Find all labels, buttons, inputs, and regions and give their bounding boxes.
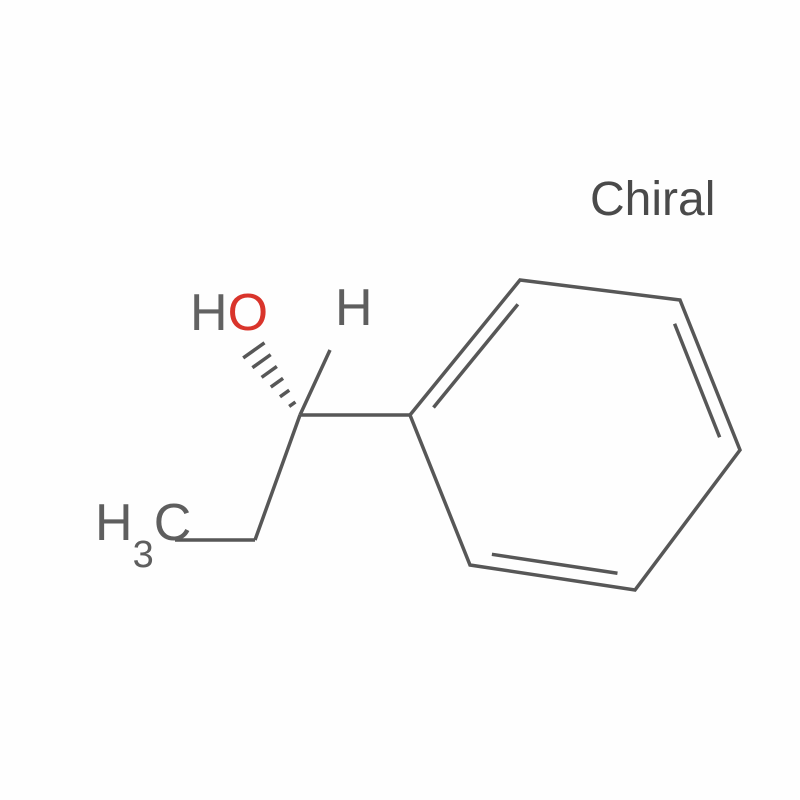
atom-label-oh: HO [190, 284, 268, 342]
benzene-ring [410, 280, 740, 590]
atom-label-ch3: H3C [95, 494, 191, 576]
molecule-diagram: HO H H3C Chiral [0, 0, 800, 800]
bond-chiral-to-h [300, 350, 330, 415]
hash-wedge-bond [243, 343, 295, 407]
atom-label-h: H [335, 279, 373, 337]
chiral-annotation: Chiral [590, 173, 715, 226]
benzene-double-bond [434, 304, 518, 407]
bond-chiral-to-c2 [255, 415, 300, 540]
